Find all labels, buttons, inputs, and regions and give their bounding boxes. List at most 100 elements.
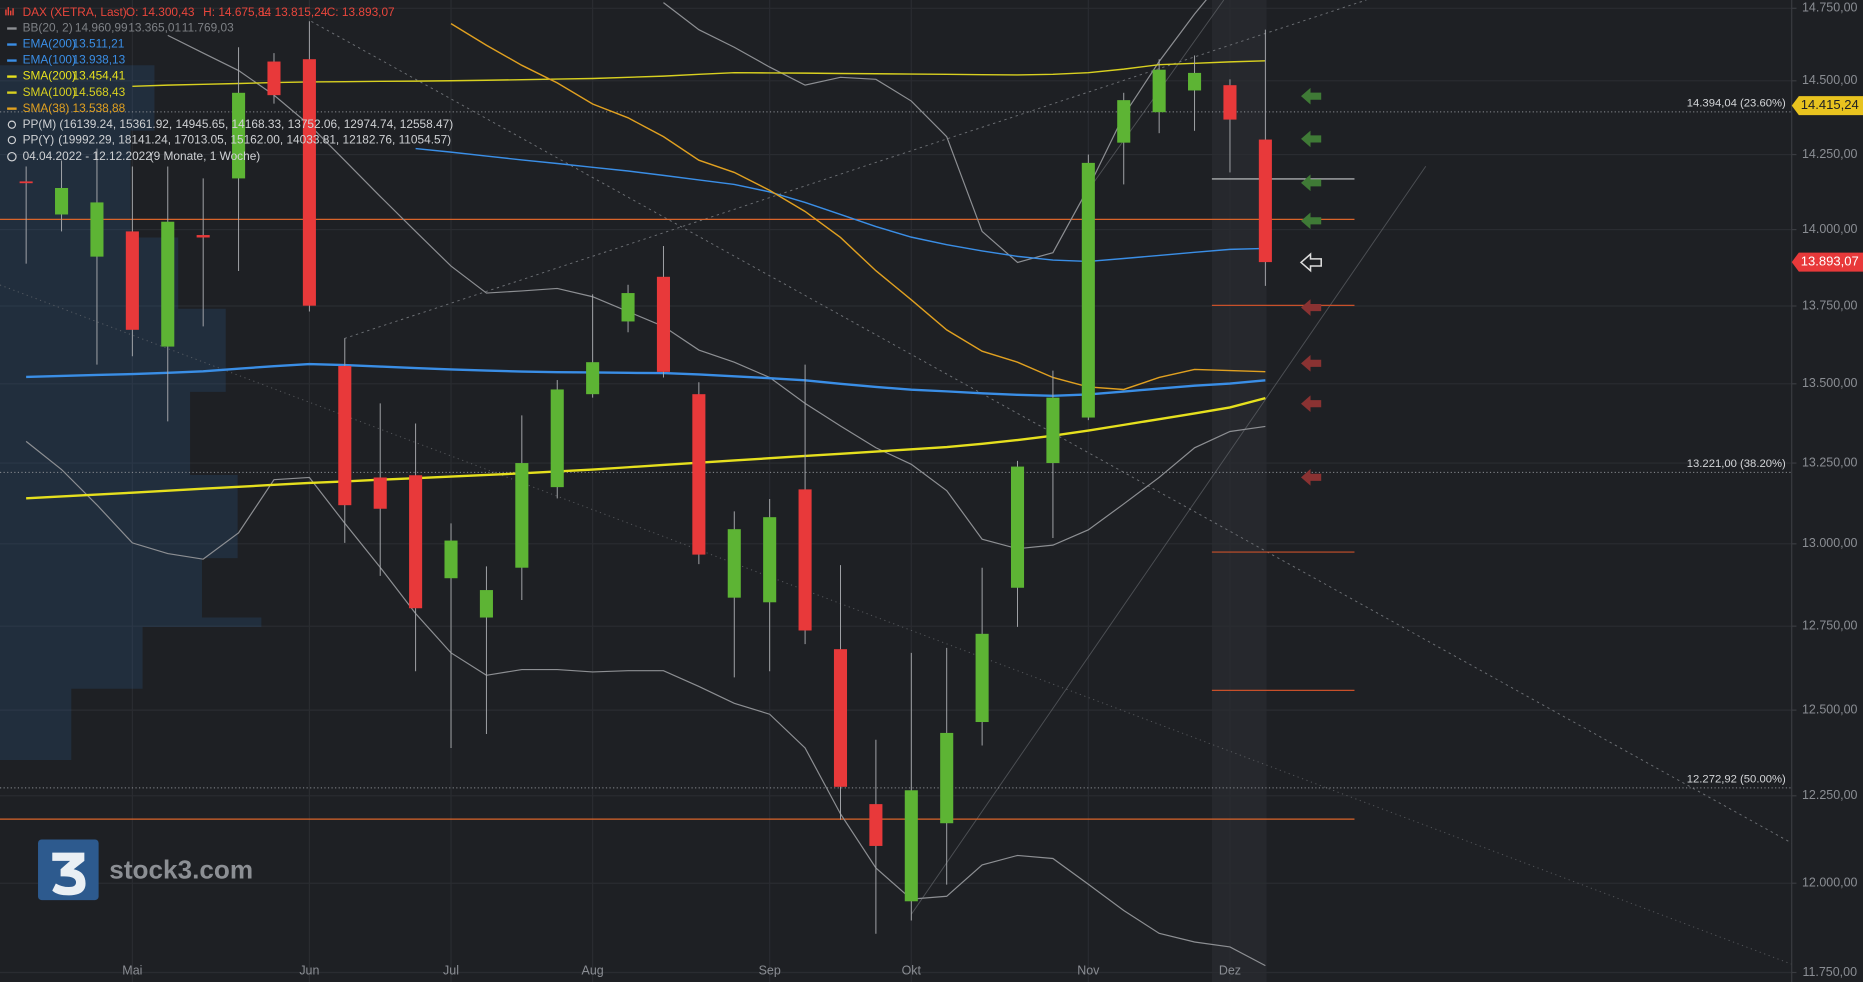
- price-tag: [1791, 96, 1863, 116]
- legend-value: 11.769,03: [182, 21, 234, 35]
- level-arrows: [1299, 87, 1322, 486]
- x-tick-label: Jul: [443, 964, 459, 978]
- x-tick-label: Jun: [299, 964, 319, 978]
- date-range: 04.04.2022 - 12.12.2022: [23, 149, 152, 163]
- trendline: [0, 284, 1792, 965]
- symbol: DAX (XETRA, Last): [23, 5, 127, 19]
- pp-icon: [7, 120, 17, 129]
- bollinger-upper: [663, 0, 1207, 264]
- symbol-icon: [5, 7, 14, 16]
- arrow: [1301, 174, 1322, 192]
- close-label: C: 13.893,07: [327, 5, 395, 19]
- price-tag: [1791, 252, 1863, 272]
- candle-body: [267, 61, 281, 96]
- indicator-line: [26, 362, 1266, 397]
- candle-body: [55, 188, 69, 215]
- legend-name: SMA(38): [23, 101, 70, 115]
- y-tick-label: 11.750,00: [1802, 965, 1857, 979]
- current-week-highlight: [1211, 0, 1267, 982]
- candle-body: [196, 235, 210, 238]
- candle-body: [373, 477, 387, 509]
- y-tick-label: 13.750,00: [1802, 298, 1858, 312]
- x-axis: Mai Jun Jul Aug Sep Okt Nov Dez: [122, 964, 1241, 978]
- low-label: L: 13.815,24: [261, 5, 327, 19]
- candle-body: [727, 529, 741, 598]
- arrow: [1299, 252, 1322, 273]
- bollinger-lower: [25, 440, 1266, 967]
- candle-body: [1046, 397, 1060, 464]
- arrow: [1301, 395, 1322, 413]
- legend: DAX (XETRA, Last) O: 14.300,43 H: 14.675…: [5, 5, 453, 163]
- candle-body: [1258, 139, 1272, 263]
- legend-name: SMA(200): [23, 69, 76, 83]
- legend-value: 13.938,13: [72, 53, 125, 67]
- legend-value: 13.538,88: [72, 101, 125, 115]
- legend-name: EMA(100): [23, 53, 76, 67]
- legend-name: EMA(200): [23, 37, 76, 51]
- y-tick-label: 14.250,00: [1802, 147, 1858, 161]
- arrow: [1301, 299, 1322, 316]
- candle-body: [125, 231, 139, 330]
- candle-body: [1010, 466, 1025, 588]
- x-tick-label: Okt: [902, 964, 922, 978]
- candle-body: [940, 732, 954, 824]
- candle-body: [444, 540, 458, 579]
- open-label: O: 14.300,43: [126, 5, 195, 19]
- trendline: [344, 0, 1367, 339]
- volume-profile: [0, 65, 262, 760]
- legend-name: BB(20, 2): [23, 21, 73, 35]
- candle-body: [1188, 72, 1202, 91]
- candle-body: [90, 202, 104, 257]
- price-tag-label: 13.893,07: [1801, 254, 1859, 269]
- pp-icon: [7, 135, 17, 145]
- pp-m-levels: (16139.24, 15361.92, 14945.65, 14168.33,…: [59, 117, 453, 131]
- logo-glyph: [52, 852, 86, 896]
- arrow: [1301, 212, 1322, 230]
- arrow: [1301, 469, 1322, 486]
- candle-body: [692, 394, 706, 555]
- legend-value: 14.960,99: [75, 21, 128, 35]
- pp-y-levels: (19992.29, 18141.24, 17013.05, 15162.00,…: [58, 132, 451, 146]
- x-tick-label: Dez: [1219, 964, 1241, 978]
- levels: 14.394,04 (23.60%) 13.221,00 (38.20%) 12.2…: [0, 98, 1792, 820]
- grid: [0, 0, 1792, 982]
- legend-value: 14.568,43: [72, 85, 125, 99]
- legend-value: 13.365,01: [128, 21, 181, 35]
- indicator-line: [450, 23, 1266, 391]
- candle-body: [763, 517, 777, 603]
- fib-label: 12.272,92 (50.00%): [1687, 774, 1786, 786]
- fib-label: 13.221,00 (38.20%): [1687, 458, 1786, 470]
- y-tick-label: 14.750,00: [1802, 1, 1858, 15]
- pp-y-name: PP(Y): [23, 132, 55, 146]
- candle-body: [1152, 69, 1166, 113]
- candle-body: [409, 475, 423, 609]
- y-tick-label: 12.250,00: [1802, 788, 1858, 802]
- y-tick-label: 13.500,00: [1802, 376, 1858, 390]
- bollinger-middle: [167, 34, 1266, 550]
- candle-body: [515, 463, 529, 568]
- candle-body: [232, 92, 246, 179]
- candle-body: [161, 221, 175, 347]
- arrow: [1301, 355, 1322, 372]
- high-label: H: 14.675,84: [203, 5, 271, 19]
- period: (9 Monate, 1 Woche): [150, 149, 261, 163]
- trendline: [910, 165, 1427, 915]
- candle-body: [338, 365, 352, 506]
- y-tick-label: 13.000,00: [1802, 536, 1858, 550]
- y-tick-label: 14.500,00: [1802, 73, 1858, 87]
- candle-body: [656, 276, 670, 372]
- y-tick-label: 12.500,00: [1802, 702, 1858, 716]
- candle-body: [798, 489, 812, 631]
- x-tick-label: Nov: [1077, 964, 1100, 978]
- x-tick-label: Aug: [582, 964, 604, 978]
- legend-value: 13.454,41: [72, 69, 125, 83]
- brand: stock3.com: [109, 854, 253, 884]
- arrow: [1301, 130, 1322, 148]
- candle-body: [302, 59, 316, 306]
- candle-body: [904, 790, 918, 902]
- candle-body: [1117, 100, 1131, 143]
- fib-label: 14.394,04 (23.60%): [1687, 98, 1786, 110]
- axis-background: [1791, 0, 1863, 982]
